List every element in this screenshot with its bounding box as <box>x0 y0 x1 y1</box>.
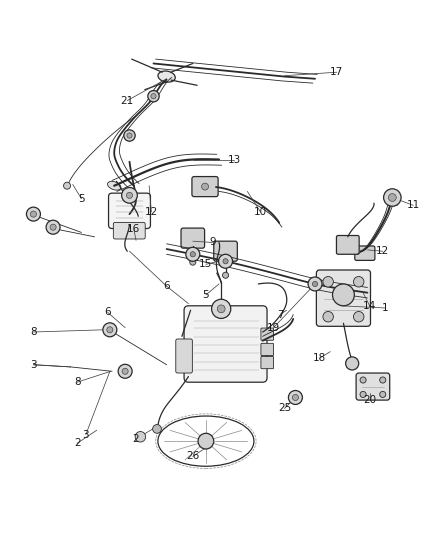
FancyBboxPatch shape <box>214 241 237 261</box>
Text: 26: 26 <box>186 451 199 462</box>
Circle shape <box>219 254 233 268</box>
Text: 8: 8 <box>74 377 81 387</box>
Text: 11: 11 <box>406 200 420 211</box>
Circle shape <box>389 193 396 201</box>
Text: 20: 20 <box>363 394 376 405</box>
FancyBboxPatch shape <box>356 373 390 400</box>
Circle shape <box>384 189 401 206</box>
Text: 5: 5 <box>78 194 85 204</box>
Circle shape <box>323 277 333 287</box>
Text: 15: 15 <box>199 260 212 269</box>
Text: 12: 12 <box>376 246 389 256</box>
Text: 14: 14 <box>363 301 376 311</box>
Circle shape <box>353 311 364 322</box>
Circle shape <box>190 252 195 257</box>
Circle shape <box>212 299 231 318</box>
Circle shape <box>323 311 333 322</box>
FancyBboxPatch shape <box>316 270 371 326</box>
Text: 19: 19 <box>267 322 280 333</box>
Ellipse shape <box>107 181 121 190</box>
Text: 2: 2 <box>74 438 81 448</box>
Circle shape <box>360 377 366 383</box>
Circle shape <box>190 259 196 265</box>
Circle shape <box>64 182 71 189</box>
Circle shape <box>107 327 113 333</box>
Circle shape <box>148 91 159 102</box>
Circle shape <box>332 284 354 306</box>
FancyBboxPatch shape <box>181 228 205 248</box>
Circle shape <box>46 220 60 234</box>
Circle shape <box>223 272 229 278</box>
Text: 5: 5 <box>203 290 209 300</box>
Circle shape <box>308 277 322 291</box>
Text: 6: 6 <box>104 308 111 317</box>
Circle shape <box>346 357 359 370</box>
Circle shape <box>103 323 117 337</box>
FancyBboxPatch shape <box>261 328 274 340</box>
Text: 9: 9 <box>209 238 216 247</box>
Text: 3: 3 <box>82 430 89 440</box>
Text: 17: 17 <box>330 67 343 77</box>
FancyBboxPatch shape <box>261 357 274 369</box>
Circle shape <box>118 364 132 378</box>
Circle shape <box>380 377 386 383</box>
Circle shape <box>26 207 40 221</box>
Text: 10: 10 <box>254 207 267 217</box>
Circle shape <box>292 394 298 400</box>
FancyBboxPatch shape <box>336 236 359 254</box>
FancyBboxPatch shape <box>261 343 274 356</box>
FancyBboxPatch shape <box>184 306 267 382</box>
Circle shape <box>223 259 228 264</box>
Circle shape <box>127 192 133 198</box>
Text: 13: 13 <box>228 155 241 165</box>
Text: 1: 1 <box>381 303 388 313</box>
Text: 6: 6 <box>163 281 170 291</box>
FancyBboxPatch shape <box>192 176 218 197</box>
Text: 18: 18 <box>313 353 326 363</box>
Circle shape <box>201 183 208 190</box>
Circle shape <box>127 133 132 138</box>
FancyBboxPatch shape <box>176 339 192 373</box>
Text: 8: 8 <box>30 327 37 337</box>
Circle shape <box>186 247 200 261</box>
Circle shape <box>353 277 364 287</box>
Circle shape <box>124 130 135 141</box>
Circle shape <box>122 188 138 203</box>
Circle shape <box>360 391 366 398</box>
FancyBboxPatch shape <box>355 246 375 261</box>
Circle shape <box>380 391 386 398</box>
Circle shape <box>50 224 56 230</box>
Circle shape <box>30 211 36 217</box>
Text: 3: 3 <box>30 360 37 370</box>
Circle shape <box>135 432 146 442</box>
Circle shape <box>198 433 214 449</box>
FancyBboxPatch shape <box>113 222 145 239</box>
Circle shape <box>152 425 161 433</box>
Text: 12: 12 <box>145 207 158 217</box>
Circle shape <box>217 305 225 313</box>
Text: 2: 2 <box>133 434 139 444</box>
Circle shape <box>312 281 318 287</box>
Text: 21: 21 <box>121 95 134 106</box>
Ellipse shape <box>158 71 175 82</box>
FancyBboxPatch shape <box>109 193 150 229</box>
Circle shape <box>288 391 302 405</box>
Circle shape <box>122 368 128 374</box>
Text: 7: 7 <box>277 310 283 319</box>
Text: 16: 16 <box>127 224 141 235</box>
Text: 25: 25 <box>278 403 291 414</box>
Circle shape <box>151 94 156 99</box>
